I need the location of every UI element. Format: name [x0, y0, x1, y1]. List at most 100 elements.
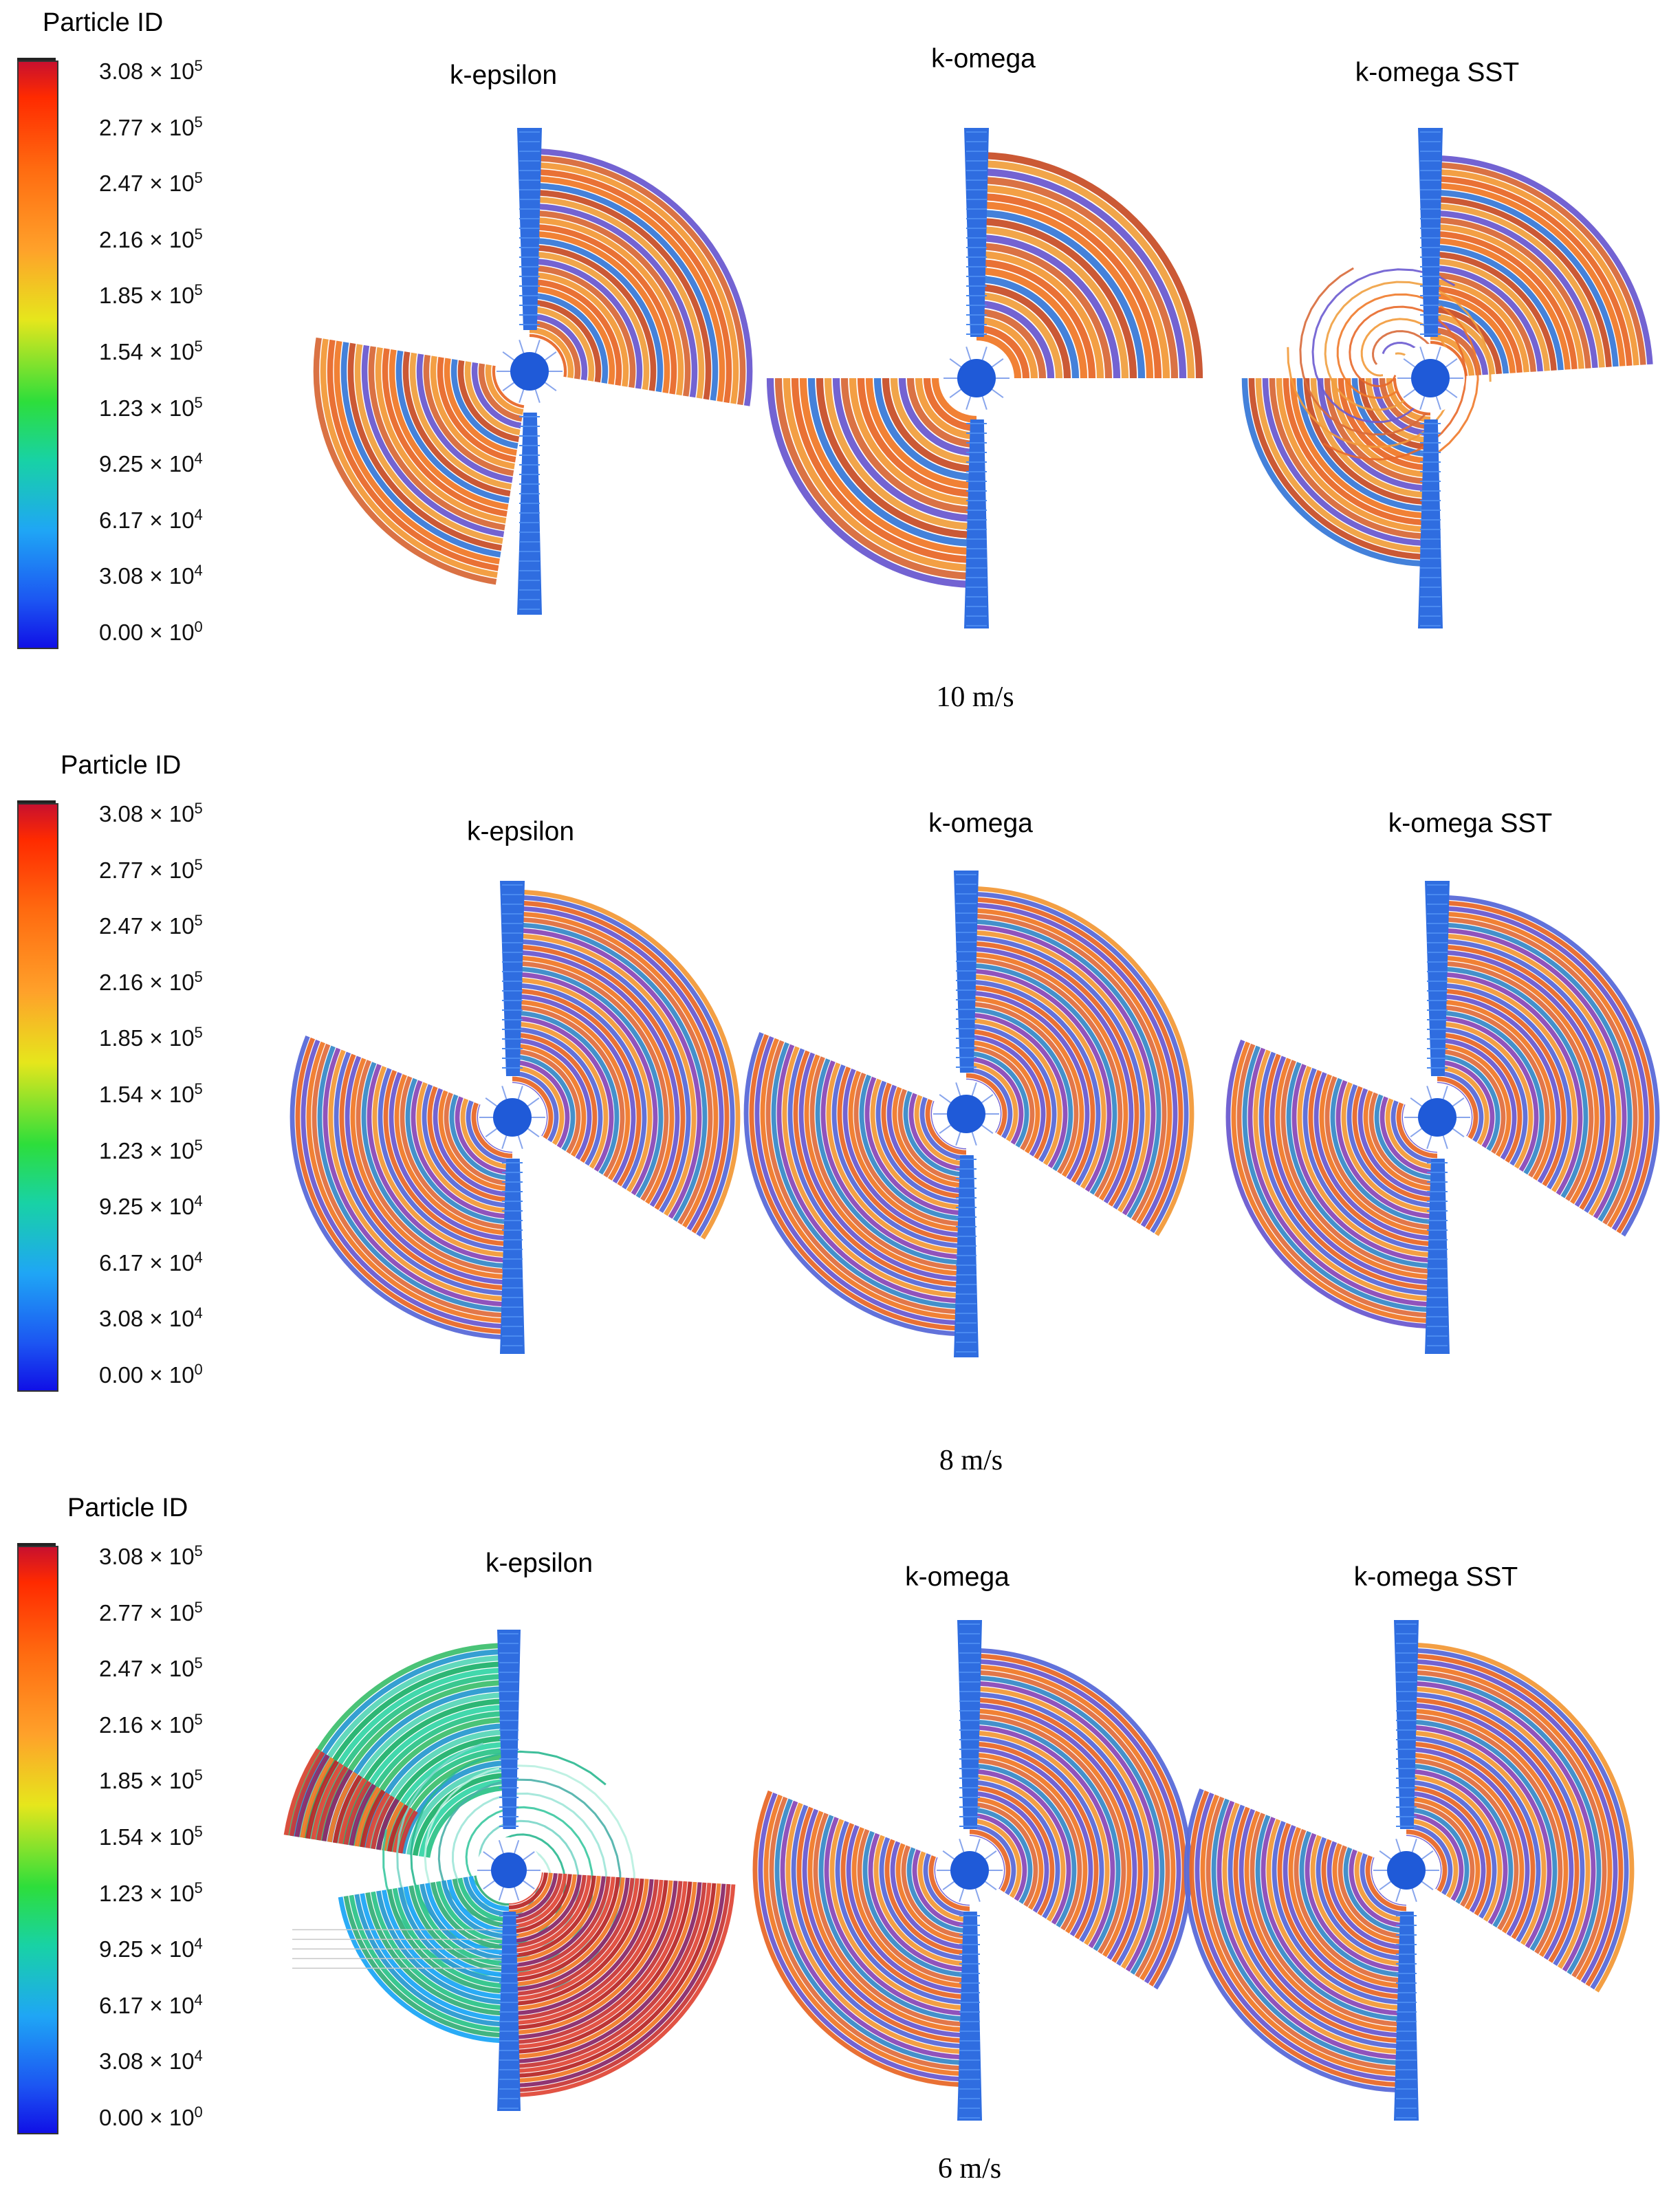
colorbar-tick-label: 1.54 × 105: [99, 1080, 203, 1107]
colorbar-top-cap: [17, 800, 56, 805]
model-label-k-omega: k-omega: [931, 44, 1036, 74]
rotor-hub: [495, 337, 564, 406]
model-label-k-omega: k-omega: [905, 1562, 1010, 1592]
row-8ms: Particle ID 3.08 × 105 2.77 × 105 2.47 × 1…: [0, 743, 1680, 1476]
model-label-k-epsilon: k-epsilon: [449, 61, 558, 90]
row-6ms: Particle ID 3.08 × 105 2.77 × 105 2.47 × 1…: [0, 1485, 1680, 2188]
streamline-plot-k-omega: [766, 128, 1203, 628]
colorbar-title: Particle ID: [43, 8, 164, 37]
speed-label-10: 10 m/s: [936, 681, 1014, 713]
colorbar-tick-label: 2.47 × 105: [99, 169, 203, 197]
colorbar: [17, 61, 58, 649]
rotor-blades: [497, 1630, 521, 2111]
streamline-plot-k-omega-sst: [1225, 881, 1660, 1354]
streamline-fan-lower: [752, 1790, 970, 2088]
colorbar-tick-label: 3.08 × 104: [99, 2047, 203, 2075]
colorbar-tick-label: 1.54 × 105: [99, 338, 203, 364]
speed-label-8: 8 m/s: [939, 1445, 1003, 1476]
colorbar-tick-label: 0.00 × 100: [99, 2103, 203, 2130]
colorbar-tick-label: 6.17 × 104: [99, 505, 203, 533]
colorbar-tick-label: 2.47 × 105: [99, 912, 203, 939]
colorbar-title: Particle ID: [61, 751, 182, 780]
colorbar-tick-label: 2.47 × 105: [99, 1654, 203, 1682]
streamline-fan-upper-edge: [283, 1748, 418, 1854]
colorbar-top-cap: [17, 1543, 56, 1547]
rotor-blades: [954, 871, 979, 1357]
rotor-hub: [932, 1080, 1001, 1148]
colorbar: [17, 803, 58, 1392]
model-label-k-omega-sst: k-omega SST: [1353, 1562, 1518, 1592]
streamline-fan-lower: [766, 378, 977, 589]
rotor-blades: [1425, 881, 1450, 1354]
colorbar-tick-label: 1.85 × 105: [99, 281, 203, 309]
colorbar-tick-label: 2.77 × 105: [99, 855, 203, 883]
colorbar-tick-label: 2.16 × 105: [99, 967, 203, 995]
colorbar-tick-label: 1.85 × 105: [99, 1024, 203, 1051]
colorbar-tick-label: 1.23 × 105: [99, 393, 203, 421]
rotor-hub: [1372, 1836, 1441, 1905]
streamline-fan-lower: [1225, 1039, 1438, 1329]
rotor-hub: [942, 344, 1011, 413]
colorbar-tick-label: 9.25 × 104: [99, 450, 203, 477]
colorbar: [17, 1546, 58, 2134]
colorbar-tick-label: 3.08 × 105: [99, 57, 203, 84]
streamline-fan-lower: [290, 1035, 513, 1340]
colorbar-tick-label: 9.25 × 104: [99, 1935, 203, 1962]
streamline-fan-lower: [1183, 1788, 1407, 2093]
colorbar-tick-label: 0.00 × 100: [99, 618, 203, 645]
streamline-fan-upper: [1437, 895, 1660, 1237]
streamline-fan-lower: [313, 337, 526, 585]
rotor-hub: [1396, 344, 1465, 413]
rotor-blades: [964, 128, 989, 628]
streamline-plot-k-epsilon: [313, 128, 753, 615]
colorbar-tick-label: 1.85 × 105: [99, 1766, 203, 1794]
streamline-plot-k-omega: [743, 871, 1194, 1357]
streamline-fan-lower-inner: [338, 1874, 510, 2044]
rotor-hub: [476, 1837, 542, 1903]
colorbar-tick-label: 6.17 × 104: [99, 1248, 203, 1276]
streamline-plot-k-omega-sst: [1183, 1620, 1635, 2121]
streamline-fan-lower: [743, 1031, 967, 1337]
streamline-plot-k-epsilon: [283, 1630, 736, 2111]
colorbar-tick-label: 1.23 × 105: [99, 1879, 203, 1906]
colorbar-tick-label: 3.08 × 104: [99, 1304, 203, 1332]
streamline-fan-upper: [969, 1648, 1192, 1990]
colorbar-tick-label: 2.16 × 105: [99, 225, 203, 252]
colorbar-top-cap: [17, 58, 56, 62]
streamline-plot-k-omega-sst: [1241, 128, 1653, 628]
model-label-k-omega-sst: k-omega SST: [1388, 809, 1553, 838]
rotor-hub: [935, 1836, 1004, 1905]
model-label-k-omega: k-omega: [928, 809, 1033, 838]
streamline-fan-upper: [1430, 155, 1653, 377]
streamline-fan-upper: [512, 889, 741, 1240]
streamline-fan-upper: [966, 886, 1194, 1236]
colorbar-tick-label: 0.00 × 100: [99, 1361, 203, 1388]
rotor-blades: [1394, 1620, 1419, 2121]
colorbar-tick-label: 2.77 × 105: [99, 1598, 203, 1626]
colorbar-tick-label: 2.77 × 105: [99, 113, 203, 140]
rotor-blades: [517, 128, 542, 615]
streamline-plot-k-epsilon: [290, 881, 741, 1354]
rotor-hub: [1403, 1083, 1472, 1152]
rotor-blades: [957, 1620, 982, 2121]
colorbar-tick-label: 1.54 × 105: [99, 1823, 203, 1850]
colorbar-tick-label: 9.25 × 104: [99, 1192, 203, 1220]
streamline-fan-lower: [508, 1872, 736, 2097]
rotor-hub: [478, 1083, 547, 1152]
rotor-blades: [500, 881, 525, 1354]
speed-label-6: 6 m/s: [937, 2153, 1002, 2185]
streamline-fan-upper: [976, 151, 1203, 379]
colorbar-tick-label: 1.23 × 105: [99, 1136, 203, 1163]
model-label-k-epsilon: k-epsilon: [485, 1549, 593, 1578]
row-10ms: Particle ID 3.08 × 105 2.77 × 105 2.47 × 1…: [0, 0, 1680, 729]
colorbar-title: Particle ID: [67, 1494, 188, 1522]
streamline-fan-upper: [529, 148, 753, 406]
rotor-blades: [1418, 128, 1443, 628]
colorbar-tick-label: 6.17 × 104: [99, 1991, 203, 2018]
colorbar-tick-label: 3.08 × 104: [99, 562, 203, 589]
colorbar-tick-label: 3.08 × 105: [99, 800, 203, 827]
streamline-plot-k-omega: [752, 1620, 1192, 2121]
colorbar-tick-label: 2.16 × 105: [99, 1710, 203, 1738]
model-label-k-omega-sst: k-omega SST: [1355, 58, 1520, 87]
model-label-k-epsilon: k-epsilon: [466, 817, 575, 846]
